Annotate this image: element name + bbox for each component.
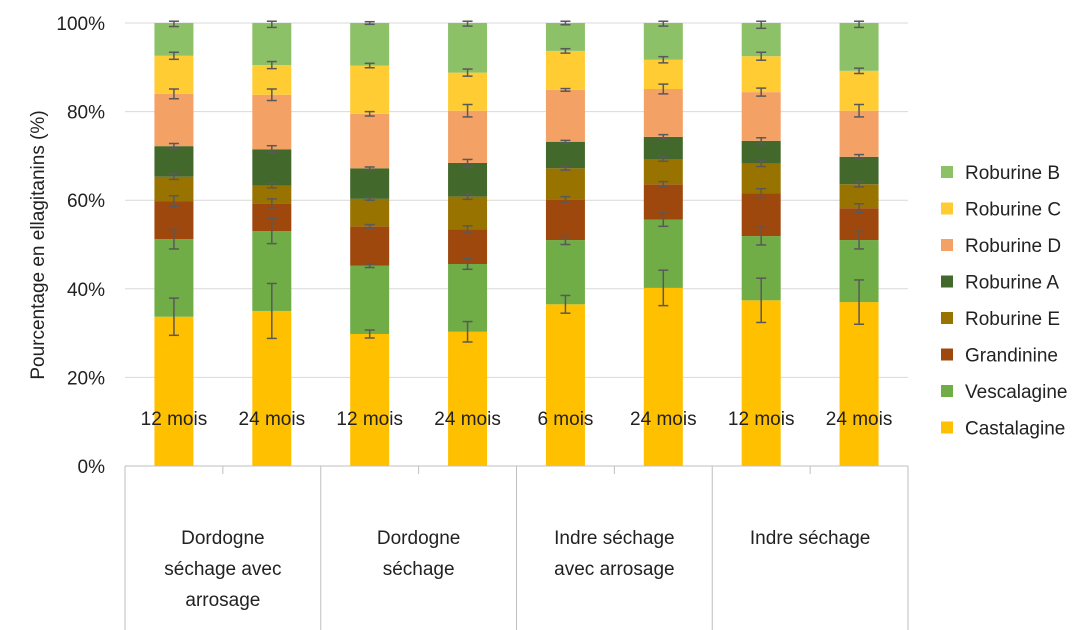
bar-segment xyxy=(643,159,683,185)
bar-segment xyxy=(545,199,585,241)
legend-swatch xyxy=(941,421,953,434)
bar-segment xyxy=(643,89,683,137)
category-label: 6 mois xyxy=(537,409,593,430)
bar-segment xyxy=(839,184,879,209)
category-label: 12 mois xyxy=(141,409,208,430)
bar-segment xyxy=(350,23,390,66)
bar-segment xyxy=(545,141,585,169)
bar-segment xyxy=(448,110,488,163)
legend-label: Roburine E xyxy=(965,309,1060,330)
y-tick-label: 0% xyxy=(78,457,106,478)
bar-segment xyxy=(252,94,292,150)
y-axis-title: Pourcentage en ellagitanins (%) xyxy=(28,110,49,379)
category-label: 24 mois xyxy=(434,409,501,430)
legend-swatch xyxy=(941,239,953,251)
bar-segment xyxy=(350,113,390,169)
bar-segment xyxy=(350,226,390,266)
bar-segment xyxy=(839,302,879,466)
bar-segment xyxy=(545,23,585,51)
y-tick-label: 40% xyxy=(67,280,105,301)
bar-segment xyxy=(741,140,781,164)
legend-label: Roburine C xyxy=(965,200,1061,221)
bar-segment xyxy=(350,265,390,334)
bar-segment xyxy=(252,149,292,186)
category-label: 12 mois xyxy=(728,409,795,430)
bar-segment xyxy=(741,92,781,141)
bar-segment xyxy=(350,65,390,114)
y-tick-label: 100% xyxy=(56,14,105,35)
category-label: 12 mois xyxy=(336,409,403,430)
error-bars xyxy=(168,20,865,343)
bar-segment xyxy=(448,263,488,332)
bar-segment xyxy=(839,23,879,71)
bar-segment xyxy=(448,331,488,466)
category-label: 24 mois xyxy=(826,409,893,430)
legend-label: Castalagine xyxy=(965,419,1065,440)
bar-segment xyxy=(839,156,879,185)
bar-segment xyxy=(154,23,194,56)
bar-segment xyxy=(545,89,585,142)
legend-label: Grandinine xyxy=(965,346,1058,367)
bar-segment xyxy=(643,136,683,160)
bar-segment xyxy=(154,93,194,147)
category-label: 24 mois xyxy=(630,409,697,430)
legend-swatch xyxy=(941,312,953,324)
bar-segment xyxy=(448,23,488,73)
legend-swatch xyxy=(941,385,953,397)
bar-segment xyxy=(839,110,879,157)
legend-swatch xyxy=(941,348,953,361)
group-label: Indre séchage avec arrosage xyxy=(554,528,674,580)
bar-segment xyxy=(154,146,194,177)
legend-swatch xyxy=(941,166,953,178)
bar-segment xyxy=(154,316,194,466)
group-label: Dordogne séchage xyxy=(377,528,460,580)
legend-swatch xyxy=(941,202,953,215)
bar-segment xyxy=(252,23,292,66)
legend-label: Roburine B xyxy=(965,163,1060,184)
bar-segment xyxy=(448,162,488,197)
bar-segment xyxy=(545,168,585,200)
legend-label: Vescalagine xyxy=(965,382,1067,403)
y-tick-label: 20% xyxy=(67,368,105,389)
group-label: Indre séchage xyxy=(750,528,870,549)
bar-segment xyxy=(643,23,683,60)
bar-segment xyxy=(545,304,585,466)
category-axis: 12 mois 24 mois 12 mois 24 mois 6 mois 24 moi… xyxy=(124,409,909,630)
bar-segment xyxy=(252,185,292,204)
bar-segment xyxy=(154,55,194,94)
y-tick-label: 80% xyxy=(67,103,105,124)
gridlines xyxy=(125,22,908,467)
group-label: Dordogne séchage avec arrosage xyxy=(164,528,281,611)
bar-segment xyxy=(545,240,585,305)
bar-segment xyxy=(350,168,390,199)
y-tick-label: 60% xyxy=(67,191,105,212)
legend-label: Roburine D xyxy=(965,236,1061,257)
legend: Roburine B Roburine C Roburine D Roburine A… xyxy=(941,163,1067,440)
legend-swatch xyxy=(941,275,953,288)
bar-segment xyxy=(545,50,585,90)
legend-label: Roburine A xyxy=(965,273,1059,294)
bar-segment xyxy=(741,56,781,93)
bar-segment xyxy=(350,333,390,466)
bar-segment xyxy=(643,287,683,466)
category-label: 24 mois xyxy=(239,409,306,430)
y-tick-labels: 0% 20% 40% 60% 80% 100% xyxy=(56,14,105,478)
bar-segment xyxy=(741,300,781,466)
bar-segment xyxy=(350,198,390,227)
bar-segment xyxy=(448,196,488,230)
bars xyxy=(154,23,879,466)
